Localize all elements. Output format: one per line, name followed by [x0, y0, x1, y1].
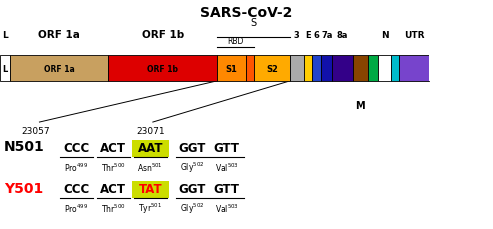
Bar: [108, 56, 217, 81]
Text: N501: N501: [3, 140, 44, 153]
Bar: [399, 56, 429, 81]
Bar: [378, 56, 391, 81]
Text: ORF 1b: ORF 1b: [141, 30, 184, 40]
Text: ACT: ACT: [101, 183, 126, 195]
Text: N: N: [381, 31, 388, 40]
Text: E: E: [305, 31, 311, 40]
Bar: [246, 56, 254, 81]
Text: GGT: GGT: [178, 183, 206, 195]
Text: UTR: UTR: [404, 31, 424, 40]
Text: 6: 6: [314, 31, 319, 40]
Bar: [304, 56, 312, 81]
Bar: [254, 56, 290, 81]
Text: TAT: TAT: [139, 183, 162, 195]
Bar: [332, 56, 353, 81]
Text: 23057: 23057: [22, 126, 50, 135]
Text: GGT: GGT: [178, 141, 206, 154]
Text: Gly$^{502}$: Gly$^{502}$: [180, 160, 205, 174]
Bar: [132, 140, 169, 157]
Text: S: S: [250, 18, 256, 27]
Text: Gly$^{502}$: Gly$^{502}$: [180, 201, 205, 215]
Text: ACT: ACT: [101, 141, 126, 154]
Text: Thr$^{500}$: Thr$^{500}$: [101, 161, 126, 173]
Bar: [290, 56, 304, 81]
Bar: [132, 181, 169, 198]
Text: S1: S1: [225, 64, 237, 73]
Text: AAT: AAT: [138, 141, 163, 154]
Text: Pro$^{499}$: Pro$^{499}$: [64, 202, 89, 215]
Text: Val$^{503}$: Val$^{503}$: [215, 202, 239, 215]
Bar: [312, 56, 321, 81]
Text: SARS-CoV-2: SARS-CoV-2: [200, 6, 293, 20]
Bar: [321, 56, 332, 81]
Text: CCC: CCC: [63, 141, 90, 154]
Text: 8a: 8a: [337, 31, 349, 40]
Text: Tyr$^{501}$: Tyr$^{501}$: [139, 201, 162, 215]
Text: RBD: RBD: [227, 37, 244, 46]
Text: Pro$^{499}$: Pro$^{499}$: [64, 161, 89, 173]
Bar: [10, 56, 108, 81]
Bar: [368, 56, 378, 81]
Text: S2: S2: [266, 64, 278, 73]
Text: 7a: 7a: [321, 31, 333, 40]
Text: ORF 1a: ORF 1a: [44, 64, 74, 73]
Text: GTT: GTT: [214, 183, 240, 195]
Text: Thr$^{500}$: Thr$^{500}$: [101, 202, 126, 215]
Bar: [217, 56, 246, 81]
Text: Val$^{503}$: Val$^{503}$: [215, 161, 239, 173]
Text: ORF 1b: ORF 1b: [147, 64, 178, 73]
Text: ORF 1a: ORF 1a: [38, 30, 80, 40]
Text: Y501: Y501: [4, 181, 43, 195]
Text: CCC: CCC: [63, 183, 90, 195]
Bar: [0, 56, 10, 81]
Text: GTT: GTT: [214, 141, 240, 154]
Text: L: L: [2, 31, 8, 40]
Bar: [353, 56, 368, 81]
Text: 23071: 23071: [136, 126, 165, 135]
Text: 3: 3: [294, 31, 300, 40]
Text: Asn$^{501}$: Asn$^{501}$: [138, 161, 163, 173]
Bar: [429, 56, 493, 81]
Text: L: L: [2, 64, 7, 73]
Bar: [391, 56, 399, 81]
Text: M: M: [355, 101, 365, 111]
